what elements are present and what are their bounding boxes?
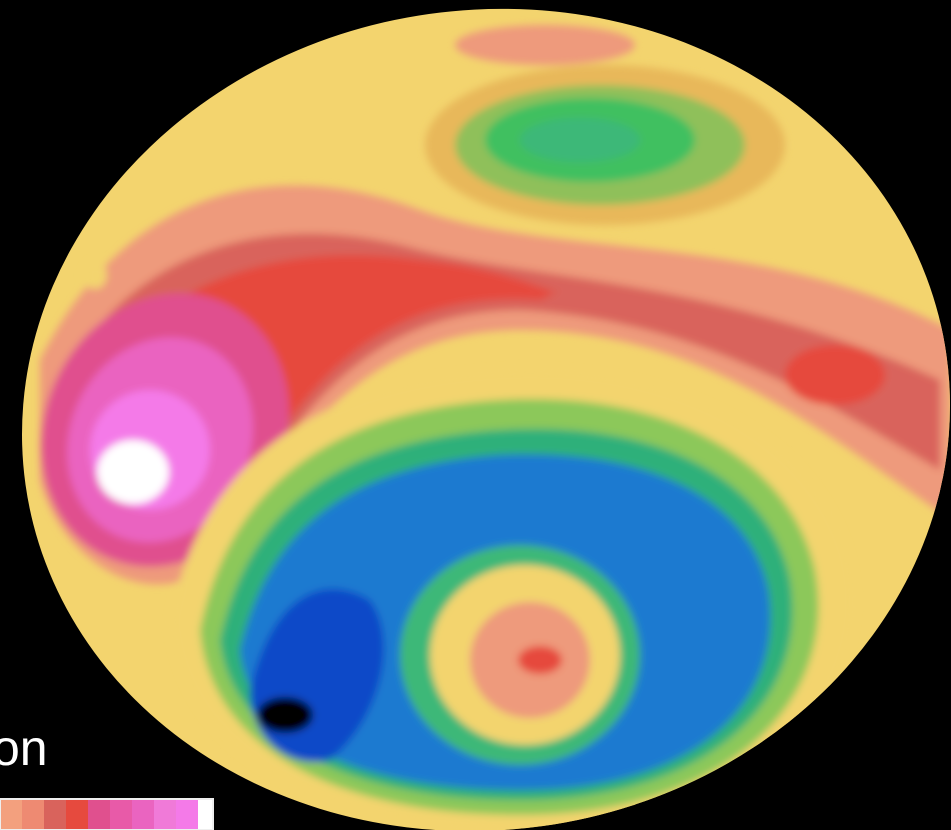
legend-label: on (0, 720, 48, 776)
color-bar (0, 798, 214, 830)
